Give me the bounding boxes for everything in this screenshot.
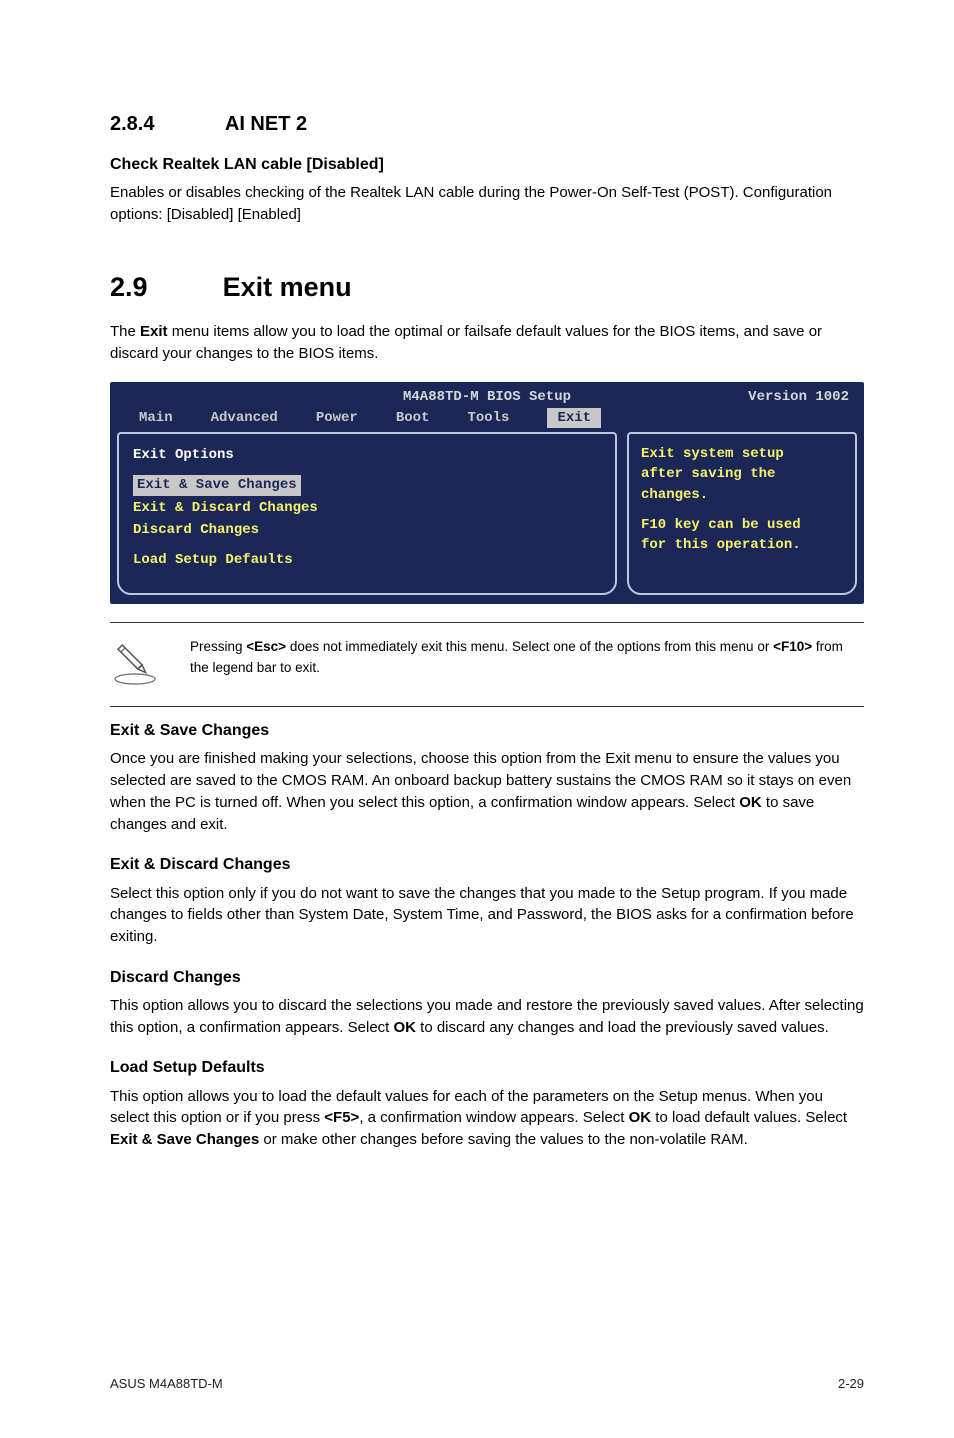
bios-menu-main[interactable]: Main bbox=[139, 408, 173, 428]
hint-l5: for this operation. bbox=[641, 535, 843, 555]
hint-l1: Exit system setup bbox=[641, 444, 843, 464]
section-29-label: Exit menu bbox=[223, 272, 352, 302]
bios-load-defaults[interactable]: Load Setup Defaults bbox=[133, 549, 601, 571]
bios-menu-tools[interactable]: Tools bbox=[467, 408, 509, 428]
intro-bold: Exit bbox=[140, 323, 168, 340]
page-footer: ASUS M4A88TD-M 2-29 bbox=[110, 1375, 864, 1394]
bios-menu-exit[interactable]: Exit bbox=[547, 408, 601, 428]
dc-body: This option allows you to discard the se… bbox=[110, 995, 864, 1039]
note-row: Pressing <Esc> does not immediately exit… bbox=[110, 622, 864, 707]
lsd-ok: OK bbox=[629, 1109, 652, 1126]
bios-exit-options: Exit Options bbox=[133, 444, 601, 466]
bios-topbar: M4A88TD-M BIOS Setup Version 1002 bbox=[111, 383, 863, 407]
section-29-intro: The Exit menu items allow you to load th… bbox=[110, 321, 864, 365]
dc-ok: OK bbox=[394, 1019, 417, 1036]
section-29-heading: 2.9 Exit menu bbox=[110, 268, 864, 307]
bios-left-panel: Exit Options Exit & Save Changes Exit & … bbox=[117, 432, 617, 595]
hint-l3: changes. bbox=[641, 485, 843, 505]
note-text: Pressing <Esc> does not immediately exit… bbox=[190, 637, 864, 678]
bios-version: Version 1002 bbox=[748, 387, 849, 407]
bios-menu-row: Main Advanced Power Boot Tools Exit bbox=[111, 408, 863, 432]
dc-heading: Discard Changes bbox=[110, 966, 864, 989]
bios-title: M4A88TD-M BIOS Setup bbox=[403, 387, 571, 407]
lsd-heading: Load Setup Defaults bbox=[110, 1056, 864, 1079]
note-a: Pressing bbox=[190, 639, 246, 654]
lsd-body: This option allows you to load the defau… bbox=[110, 1086, 864, 1151]
esc-ok: OK bbox=[739, 794, 762, 811]
esc-heading: Exit & Save Changes bbox=[110, 719, 864, 742]
lsd-f5: <F5> bbox=[324, 1109, 359, 1126]
realtek-subheading: Check Realtek LAN cable [Disabled] bbox=[110, 153, 864, 176]
section-284-label: AI NET 2 bbox=[225, 113, 307, 135]
lsd-pc: to load default values. Select bbox=[651, 1109, 847, 1126]
note-esc: <Esc> bbox=[246, 639, 286, 654]
bios-discard-changes-exit[interactable]: Exit & Discard Changes bbox=[133, 497, 601, 519]
intro-b: menu items allow you to load the optimal… bbox=[110, 323, 822, 362]
bios-body: Exit Options Exit & Save Changes Exit & … bbox=[111, 432, 863, 595]
lsd-esc: Exit & Save Changes bbox=[110, 1131, 259, 1148]
esc-body: Once you are finished making your select… bbox=[110, 748, 864, 835]
hint-l2: after saving the bbox=[641, 464, 843, 484]
bios-menu-boot[interactable]: Boot bbox=[396, 408, 430, 428]
note-f10: <F10> bbox=[773, 639, 812, 654]
intro-a: The bbox=[110, 323, 140, 340]
footer-right: 2-29 bbox=[838, 1375, 864, 1394]
section-284-num: 2.8.4 bbox=[110, 113, 154, 135]
lsd-pd: or make other changes before saving the … bbox=[259, 1131, 748, 1148]
hint-l4: F10 key can be used bbox=[641, 515, 843, 535]
dc-pb: to discard any changes and load the prev… bbox=[416, 1019, 829, 1036]
pencil-icon bbox=[110, 637, 160, 694]
bios-menu-power[interactable]: Power bbox=[316, 408, 358, 428]
bios-discard-changes[interactable]: Discard Changes bbox=[133, 519, 601, 541]
edc-heading: Exit & Discard Changes bbox=[110, 853, 864, 876]
lsd-pb: , a confirmation window appears. Select bbox=[359, 1109, 628, 1126]
bios-right-panel: Exit system setup after saving the chang… bbox=[627, 432, 857, 595]
bios-panel: M4A88TD-M BIOS Setup Version 1002 Main A… bbox=[110, 382, 864, 604]
edc-body: Select this option only if you do not wa… bbox=[110, 883, 864, 948]
bios-menu-advanced[interactable]: Advanced bbox=[211, 408, 278, 428]
section-29-num: 2.9 bbox=[110, 272, 148, 302]
note-c: does not immediately exit this menu. Sel… bbox=[286, 639, 773, 654]
footer-left: ASUS M4A88TD-M bbox=[110, 1375, 223, 1394]
realtek-body: Enables or disables checking of the Real… bbox=[110, 182, 864, 226]
bios-save-changes[interactable]: Exit & Save Changes bbox=[133, 475, 301, 495]
section-284-heading: 2.8.4 AI NET 2 bbox=[110, 110, 864, 139]
